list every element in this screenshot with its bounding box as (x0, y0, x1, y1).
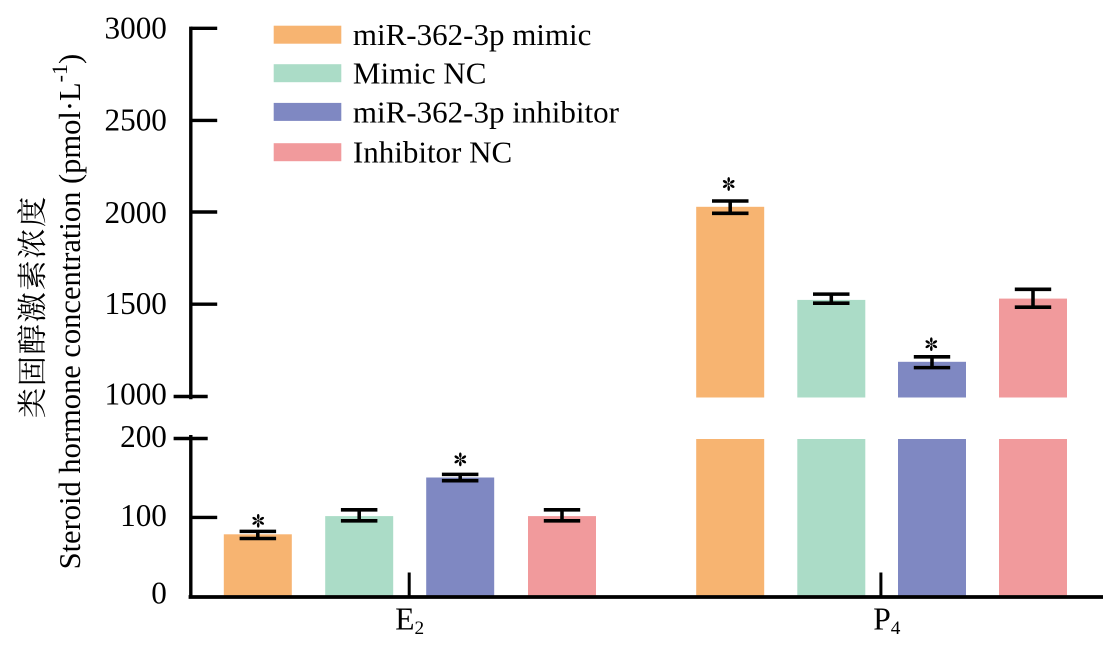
svg-text:0: 0 (151, 576, 167, 611)
svg-text:Inhibitor NC: Inhibitor NC (353, 135, 512, 170)
svg-text:100: 100 (120, 498, 167, 533)
svg-text:1000: 1000 (105, 377, 167, 412)
svg-text:200: 200 (120, 419, 167, 454)
svg-text:Steroid hormone concentration: Steroid hormone concentration (pmol·L-1) (47, 54, 87, 570)
svg-text:Mimic NC: Mimic NC (353, 56, 486, 91)
svg-text:3000: 3000 (105, 11, 167, 46)
svg-text:2500: 2500 (105, 102, 167, 137)
svg-text:2000: 2000 (105, 195, 167, 230)
svg-text:miR-362-3p mimic: miR-362-3p mimic (353, 17, 592, 52)
svg-text:1500: 1500 (105, 286, 167, 321)
svg-text:miR-362-3p inhibitor: miR-362-3p inhibitor (353, 94, 620, 129)
